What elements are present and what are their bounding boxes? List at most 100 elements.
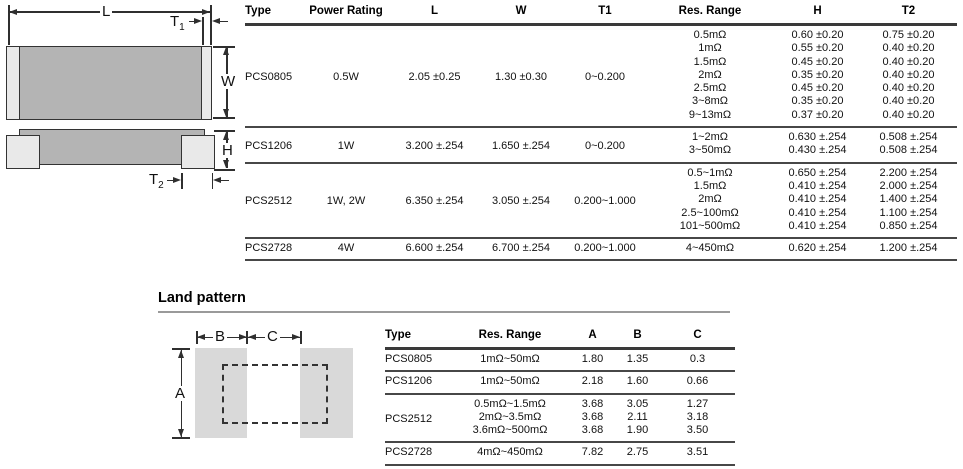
dim-label-h: H: [220, 142, 235, 159]
dim-label-b: B: [213, 328, 228, 345]
cell-c: 3.51: [686, 446, 709, 459]
cell-t2: 0.40 ±0.20: [882, 42, 935, 55]
header-row: Type Res. Range A B C: [385, 325, 735, 349]
cell-c: 3.50: [686, 424, 709, 437]
column-header: T1: [598, 5, 612, 17]
cell-l: 2.05 ±0.25: [408, 70, 461, 83]
table-row: 3~8mΩ 0.35 ±0.20 0.40 ±0.20: [245, 95, 957, 108]
cell-res_range: 2mΩ~3.5mΩ: [478, 410, 542, 423]
dim-label-w: W: [219, 73, 238, 90]
cell-h: 0.620 ±.254: [788, 242, 847, 255]
table-row: 2mΩ~3.5mΩ 3.68 2.11 3.18: [385, 411, 735, 424]
cell-b: 1.90: [626, 424, 649, 437]
arrow-right-icon: [239, 333, 247, 340]
cell-h: 0.410 ±.254: [788, 219, 847, 232]
cell-type: PCS2728: [385, 446, 433, 459]
cell-h: 0.55 ±0.20: [791, 42, 844, 55]
cell-res_range: 1.5mΩ: [693, 179, 727, 192]
table-group-PCS1206: PCS1206 1W 3.200 ±.254 1.650 ±.254 0~0.200 1~…: [245, 127, 957, 163]
cell-h: 0.60 ±0.20: [791, 29, 844, 41]
dim-label-t2: T2: [147, 171, 166, 191]
cell-h: 0.35 ±0.20: [791, 68, 844, 81]
cell-w: 1.650 ±.254: [491, 139, 551, 152]
land-pattern-title: Land pattern: [158, 290, 246, 306]
table-row: 1mΩ 0.55 ±0.20 0.40 ±0.20: [245, 42, 957, 55]
arrow-down-icon: [223, 109, 229, 117]
arrow-left-icon: [197, 333, 205, 340]
table-row: PCS0805 0.5W 2.05 ±0.25 1.30 ±0.30 0~0.200 0.…: [245, 25, 957, 83]
cell-res_range: 0.5mΩ~1.5mΩ: [474, 397, 546, 410]
dim-a-tick-top: [172, 348, 190, 350]
cell-type: PCS2512: [245, 195, 293, 208]
dim-label-l: L: [100, 3, 113, 20]
cell-res_range: 4mΩ~450mΩ: [477, 446, 543, 459]
cell-res_range: 1mΩ~50mΩ: [480, 353, 540, 365]
dimensions-table: Type Power Rating L W T1 Res. Range H T2 PCS0805…: [245, 1, 957, 262]
cell-b: 2.75: [626, 446, 649, 459]
cell-h: 0.430 ±.254: [788, 144, 847, 157]
chip-top-view: [6, 46, 212, 120]
cell-c: 0.66: [686, 375, 709, 388]
table-group-PCS1206: PCS1206 1mΩ~50mΩ 2.18 1.60 0.66: [385, 371, 735, 393]
arrow-right-icon: [194, 17, 202, 24]
cell-a: 3.68: [581, 424, 604, 437]
table-row: 1.5mΩ 0.45 ±0.20 0.40 ±0.20: [245, 56, 957, 69]
dim-t1-tick: [202, 17, 204, 45]
cell-c: 1.27: [686, 397, 709, 410]
side-terminal-right: [181, 135, 215, 169]
cell-res_range: 2.5~100mΩ: [681, 206, 739, 219]
arrow-down-icon: [223, 160, 229, 168]
arrow-left-icon: [213, 176, 221, 183]
cell-res_range: 2mΩ: [698, 193, 722, 206]
chip-side-body: [19, 129, 205, 165]
dim-w-ext-top: [213, 46, 235, 48]
cell-a: 3.68: [581, 397, 604, 410]
cell-b: 3.05: [626, 397, 649, 410]
table-row: 1.5mΩ 0.410 ±.254 2.000 ±.254: [245, 180, 957, 193]
table-row: PCS2512 0.5mΩ~1.5mΩ 3.68 3.05 1.27: [385, 394, 735, 425]
column-header: Res. Range: [678, 5, 742, 17]
table-row: PCS0805 1mΩ~50mΩ 1.80 1.35 0.3: [385, 349, 735, 372]
cell-h: 0.37 ±0.20: [791, 108, 844, 121]
cell-w: 3.050 ±.254: [491, 195, 551, 208]
arrow-right-icon: [173, 176, 181, 183]
table-group-PCS0805: PCS0805 0.5W 2.05 ±0.25 1.30 ±0.30 0~0.200 0.…: [245, 24, 957, 128]
table-group-PCS2728: PCS2728 4mΩ~450mΩ 7.82 2.75 3.51: [385, 442, 735, 464]
dim-label-c: C: [265, 328, 280, 345]
chip-terminal-left: [7, 47, 20, 119]
cell-t1: 0~0.200: [584, 70, 626, 83]
table-row: 3.6mΩ~500mΩ 3.68 1.90 3.50: [385, 424, 735, 442]
cell-type: PCS1206: [385, 375, 433, 388]
dim-t1-line: [189, 20, 197, 22]
side-terminal-left: [6, 135, 40, 169]
dim-h-ext-bottom: [214, 169, 235, 171]
cell-t2: 1.200 ±.254: [879, 242, 938, 255]
cell-l: 3.200 ±.254: [405, 139, 464, 152]
cell-b: 1.35: [626, 353, 649, 365]
table-group-PCS0805: PCS0805 1mΩ~50mΩ 1.80 1.35 0.3: [385, 348, 735, 372]
cell-h: 0.410 ±.254: [788, 206, 847, 219]
table-row: PCS2728 4W 6.600 ±.254 6.700 ±.254 0.200~1.0…: [245, 238, 957, 260]
dim-t2-out-line: [219, 179, 229, 181]
arrow-left-icon: [9, 8, 17, 15]
cell-t2: 1.100 ±.254: [879, 206, 938, 219]
cell-t2: 0.40 ±0.20: [882, 55, 935, 68]
cell-t2: 0.40 ±0.20: [882, 68, 935, 81]
cell-res_range: 2.5mΩ: [693, 82, 727, 95]
cell-l: 6.350 ±.254: [405, 195, 464, 208]
dim-t1-out-line: [218, 20, 228, 22]
dim-b-tick-left: [196, 331, 198, 344]
cell-t2: 0.40 ±0.20: [882, 95, 935, 108]
cell-res_range: 3~8mΩ: [691, 95, 729, 108]
cell-h: 0.45 ±0.20: [791, 55, 844, 68]
cell-t2: 0.508 ±.254: [879, 131, 938, 144]
cell-type: PCS0805: [245, 70, 293, 83]
cell-power_rating: 4W: [337, 242, 355, 255]
cell-res_range: 1~2mΩ: [691, 131, 729, 144]
dim-label-t1: T1: [168, 13, 187, 33]
arrow-up-icon: [223, 132, 229, 140]
cell-h: 0.410 ±.254: [788, 193, 847, 206]
dim-t2-line: [167, 179, 175, 181]
table-row: 2.5mΩ 0.45 ±0.20 0.40 ±0.20: [245, 82, 957, 95]
cell-a: 3.68: [581, 410, 604, 423]
